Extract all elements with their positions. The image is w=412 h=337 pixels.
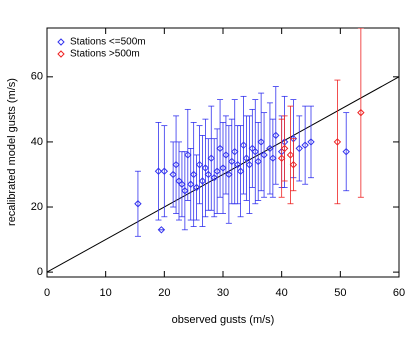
point <box>187 180 195 188</box>
x-tick-label: 60 <box>393 287 405 299</box>
point <box>231 147 239 156</box>
x-tick-label: 0 <box>44 287 50 299</box>
point <box>301 141 309 149</box>
point <box>289 160 298 169</box>
point <box>204 170 213 179</box>
x-tick-label: 50 <box>334 287 346 299</box>
point <box>228 157 236 166</box>
legend-marker <box>57 38 65 46</box>
point <box>222 151 230 159</box>
point <box>307 138 315 146</box>
point <box>169 170 177 179</box>
point <box>184 151 192 159</box>
y-tick-label: 40 <box>31 136 43 148</box>
point <box>280 144 289 153</box>
point <box>295 144 303 153</box>
point <box>154 167 163 175</box>
point <box>195 160 204 169</box>
point <box>272 131 280 140</box>
y-tick-label: 60 <box>31 71 43 83</box>
y-tick-label: 20 <box>31 201 43 213</box>
point <box>277 154 286 162</box>
point <box>239 141 248 149</box>
point <box>189 170 198 179</box>
point <box>333 138 342 146</box>
point <box>233 160 242 169</box>
x-tick-label: 30 <box>217 287 229 299</box>
point <box>269 154 277 162</box>
y-axis-label: recalibrated model gusts (m/s) <box>6 78 18 226</box>
point <box>181 187 189 195</box>
point <box>357 108 365 117</box>
point <box>172 160 180 169</box>
point <box>236 167 245 175</box>
point <box>242 154 251 162</box>
legend-label: Stations >500m <box>70 49 140 60</box>
point <box>225 170 233 179</box>
point <box>251 147 259 156</box>
point <box>245 160 254 169</box>
point <box>201 164 210 172</box>
point <box>213 167 221 175</box>
x-tick-label: 20 <box>158 287 170 299</box>
point <box>178 180 186 188</box>
x-tick-label: 10 <box>100 287 112 299</box>
x-tick-label: 40 <box>276 287 288 299</box>
point <box>342 147 350 156</box>
legend-label: Stations <=500m <box>70 37 146 48</box>
point <box>266 144 274 153</box>
plot-area <box>47 28 399 273</box>
point <box>210 174 218 182</box>
point <box>257 138 265 146</box>
plot-frame <box>46 27 400 278</box>
y-tick-label: 0 <box>37 266 43 278</box>
point <box>254 157 262 166</box>
point <box>134 200 142 208</box>
point <box>216 144 224 153</box>
point <box>207 154 215 162</box>
point <box>219 164 227 172</box>
legend-marker <box>57 50 65 58</box>
point <box>260 151 268 159</box>
point <box>160 167 169 175</box>
point <box>192 183 201 192</box>
point <box>198 177 207 185</box>
point <box>157 226 166 234</box>
point <box>286 151 295 159</box>
x-axis-label: observed gusts (m/s) <box>172 314 275 326</box>
